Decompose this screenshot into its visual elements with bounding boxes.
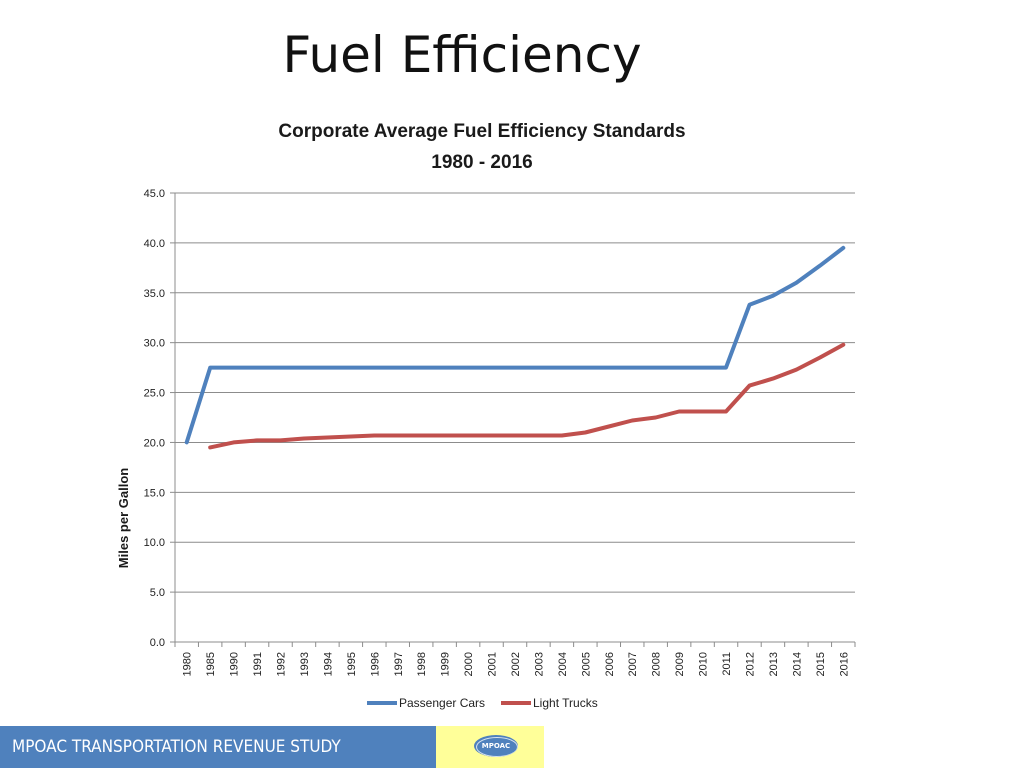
x-tick-label: 1991	[252, 652, 264, 676]
y-tick-label: 40.0	[144, 238, 165, 250]
x-tick-label: 2011	[721, 652, 733, 676]
x-tick-label: 2002	[510, 652, 522, 676]
x-tick-label: 2001	[487, 652, 499, 676]
footer-logo-box: MPOAC	[436, 726, 544, 768]
x-tick-label: 2012	[744, 652, 756, 676]
y-axis-label: Miles per Gallon	[116, 468, 131, 568]
legend: Passenger Cars Light Trucks	[367, 696, 598, 710]
x-tick-label: 1993	[299, 652, 311, 676]
x-tick-label: 2014	[791, 652, 803, 676]
x-tick-label: 2015	[815, 652, 827, 676]
logo-text: MPOAC	[481, 742, 511, 750]
x-tick-label: 2007	[627, 652, 639, 676]
gridlines	[170, 192, 856, 647]
x-tick-label: 2016	[838, 652, 850, 676]
y-tick-label: 10.0	[144, 537, 165, 549]
x-tick-label: 2004	[557, 652, 569, 676]
x-tick-label: 2008	[651, 652, 663, 676]
axis-ticks: 0.0 5.0 10.0 15.0 20.0 25.0 30.0 35.0 40.0 45.0 19…	[144, 188, 851, 676]
x-tick-label: 1997	[393, 652, 405, 676]
x-tick-label: 2009	[674, 652, 686, 676]
x-tick-label: 1992	[276, 652, 288, 676]
x-tick-label: 2010	[698, 652, 710, 676]
fuel-efficiency-chart: Corporate Average Fuel Efficiency Standa…	[116, 121, 856, 710]
series-line-light-trucks	[208, 342, 846, 450]
x-tick-label: 1998	[416, 652, 428, 676]
mpoac-logo: MPOAC	[474, 735, 518, 757]
x-tick-label: 1980	[182, 652, 194, 676]
chart-title: Corporate Average Fuel Efficiency Standa…	[278, 121, 685, 142]
x-tick-label: 1994	[322, 652, 334, 676]
series-lines	[184, 245, 846, 450]
x-tick-label: 2013	[768, 652, 780, 676]
y-tick-label: 45.0	[144, 188, 165, 200]
legend-label: Passenger Cars	[399, 696, 485, 710]
x-tick-label: 1999	[440, 652, 452, 676]
y-tick-label: 15.0	[144, 487, 165, 499]
legend-label: Light Trucks	[533, 696, 598, 710]
series-line-passenger-cars	[184, 245, 846, 445]
footer-bar: MPOAC TRANSPORTATION REVENUE STUDY	[0, 726, 436, 768]
y-tick-label: 5.0	[150, 587, 165, 599]
y-tick-label: 20.0	[144, 437, 165, 449]
x-tick-label: 2003	[533, 652, 545, 676]
slide-title: Fuel Efficiency	[282, 26, 642, 84]
x-tick-label: 2000	[463, 652, 475, 676]
y-tick-label: 35.0	[144, 288, 165, 300]
footer-text: MPOAC TRANSPORTATION REVENUE STUDY	[12, 737, 341, 757]
y-tick-label: 0.0	[150, 637, 165, 649]
y-tick-label: 25.0	[144, 388, 165, 400]
chart-subtitle: 1980 - 2016	[431, 152, 532, 173]
x-tick-label: 1995	[346, 652, 358, 676]
x-tick-label: 2005	[580, 652, 592, 676]
x-tick-label: 1996	[369, 652, 381, 676]
x-tick-label: 1990	[229, 652, 241, 676]
x-tick-label: 2006	[604, 652, 616, 676]
x-tick-label: 1985	[205, 652, 217, 676]
y-tick-label: 30.0	[144, 338, 165, 350]
